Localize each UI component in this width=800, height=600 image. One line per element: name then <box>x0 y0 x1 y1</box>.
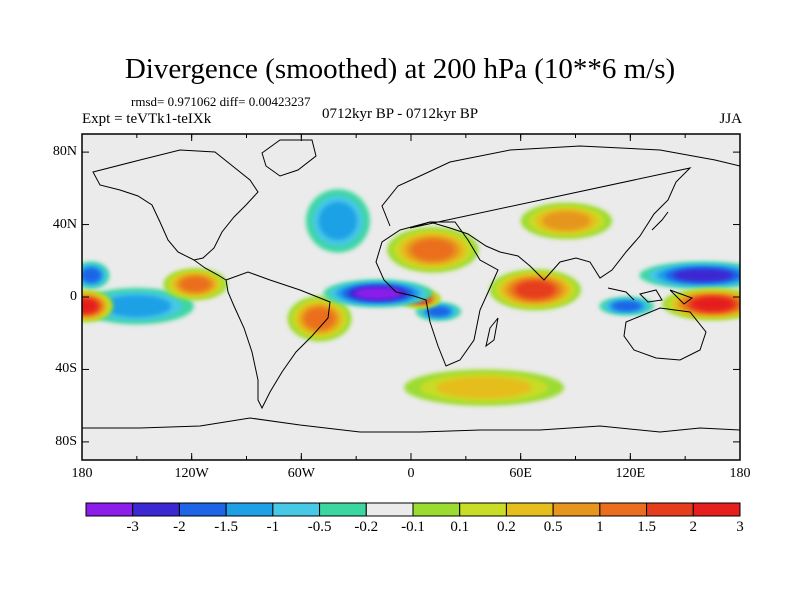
dateline-convergence-level-3 <box>82 268 101 283</box>
central-africa-convergence-level-3 <box>426 306 451 317</box>
divergence-field <box>82 134 740 460</box>
coastline-africa <box>375 221 499 367</box>
y-tick-label: 40S <box>55 361 77 377</box>
colorbar-swatch <box>225 502 274 517</box>
coastline-greenland <box>261 139 317 177</box>
colorbar-label: -2 <box>173 519 186 535</box>
x-tick-label: 180 <box>729 466 751 481</box>
experiment-label: Expt = teVTk1-teIXk <box>82 111 212 127</box>
colorbar-label: 1.5 <box>637 519 656 535</box>
indian-ocean-divergence-level-5 <box>515 281 555 299</box>
x-tick-label: 120E <box>615 466 646 481</box>
x-tick-label: 60E <box>509 466 532 481</box>
west-pacific-convergence-level-4 <box>673 269 734 282</box>
tropical-pacific-convergence-level-2 <box>102 295 172 317</box>
colorbar-swatch <box>646 502 694 517</box>
y-tick-label: 80N <box>52 144 77 160</box>
plot-title: Divergence (smoothed) at 200 hPa (10**6 … <box>124 53 676 85</box>
colorbar <box>85 502 741 517</box>
dateline-divergence-level-6 <box>82 299 97 313</box>
colorbar-swatch <box>459 502 507 517</box>
colorbar-swatch <box>692 502 741 517</box>
x-tick-label: 120W <box>174 466 209 481</box>
colorbar-label: -1.5 <box>214 519 238 535</box>
y-tick-label: 40N <box>52 216 77 232</box>
colorbar-label: 0.2 <box>497 519 516 535</box>
colorbar-label: -0.2 <box>354 519 379 535</box>
coastlines <box>82 139 740 433</box>
y-tick-label: 0 <box>70 289 77 304</box>
equatorial-atlantic-convergence-level-5 <box>354 287 402 300</box>
colorbar-label: 3 <box>736 519 744 535</box>
coastline-madagascar <box>485 317 499 348</box>
x-tick-label: 0 <box>407 466 415 481</box>
season-label: JJA <box>719 111 742 127</box>
coastline-eurasia <box>381 145 740 281</box>
y-tick-label: 80S <box>55 433 77 449</box>
colorbar-label: -3 <box>126 519 139 535</box>
south-america-divergence-level-4 <box>304 308 335 330</box>
colorbar-swatch <box>272 502 321 517</box>
x-tick-label: 60W <box>287 466 315 481</box>
colorbar-swatch <box>412 502 461 517</box>
coastline-north-america <box>92 149 259 261</box>
period-label: 0712kyr BP - 0712kyr BP <box>322 106 479 122</box>
colorbar-swatch <box>178 502 227 517</box>
asia-positive-level-3 <box>542 211 591 231</box>
colorbar-swatch <box>599 502 648 517</box>
coastline-antarctica <box>82 417 740 433</box>
colorbar-swatch <box>319 502 367 517</box>
colorbar-label: 1 <box>596 519 604 535</box>
north-africa-divergence-level-4 <box>411 239 455 261</box>
coastline-japan <box>651 211 669 231</box>
coastline-maritime-continent <box>607 287 694 305</box>
west-pacific-divergence-level-6 <box>692 297 733 311</box>
colorbar-label: 0.5 <box>543 519 563 535</box>
coastline-central-america <box>193 259 227 281</box>
colorbar-label: -1 <box>266 519 280 535</box>
colorbar-swatch <box>365 502 414 517</box>
maritime-continent-convergence-level-3 <box>612 301 641 311</box>
coastline-south-america <box>225 271 331 410</box>
colorbar-label: 2 <box>689 519 698 535</box>
colorbar-label: -0.5 <box>307 519 332 535</box>
colorbar-swatch <box>132 502 180 517</box>
southern-ocean-positive-level-2 <box>436 376 533 399</box>
colorbar-label: 0.1 <box>450 519 470 535</box>
colorbar-label: -0.1 <box>401 519 425 535</box>
stats-text: rmsd= 0.971062 diff= 0.00423237 <box>131 94 311 109</box>
colorbar-swatch <box>505 502 554 517</box>
north-atlantic-convergence-level-2 <box>318 201 358 240</box>
colorbar-swatch <box>85 502 134 517</box>
coastline-australia <box>623 307 707 361</box>
axis-ticks <box>81 134 741 460</box>
colorbar-swatch <box>552 502 601 517</box>
east-pacific-divergence-level-4 <box>180 276 211 292</box>
x-tick-label: 180 <box>71 466 93 481</box>
